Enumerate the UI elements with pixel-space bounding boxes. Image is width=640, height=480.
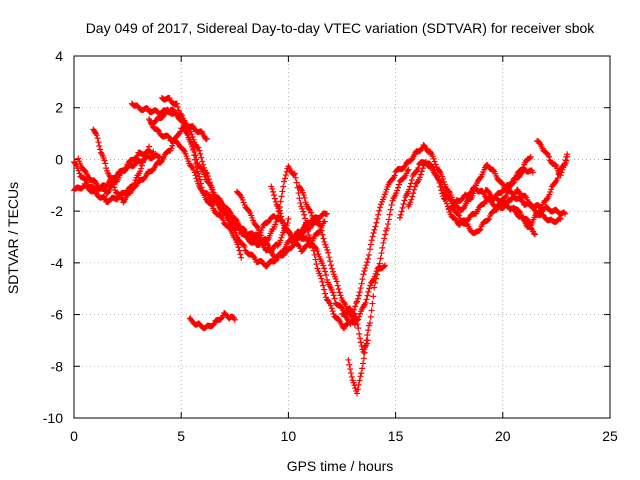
x-tick-label: 15 — [388, 428, 404, 444]
series-markers — [405, 153, 534, 237]
plot-frame — [73, 55, 611, 419]
series-track-12 — [268, 183, 371, 355]
series-track-13 — [296, 183, 358, 328]
y-tick-label: 4 — [55, 48, 63, 64]
series-track-7 — [146, 116, 245, 261]
y-tick-labels: -10 -8 -6 -4 -2 0 2 4 — [43, 48, 63, 426]
x-tick-label: 0 — [70, 428, 78, 444]
series-markers — [482, 187, 538, 238]
series-markers — [268, 183, 371, 355]
series-markers — [90, 126, 153, 206]
x-tick-label: 10 — [281, 428, 297, 444]
series-markers — [158, 94, 568, 332]
x-tick-label: 5 — [177, 428, 185, 444]
series-markers — [534, 137, 571, 179]
series-markers — [148, 106, 210, 143]
series-track-21 — [482, 187, 538, 238]
series-track-6 — [158, 94, 568, 332]
y-tick-label: -4 — [51, 255, 64, 271]
series-track-11 — [233, 188, 292, 255]
y-tick-label: 2 — [55, 100, 63, 116]
series-track-9 — [186, 310, 238, 332]
series-track-8 — [148, 106, 210, 143]
x-axis-label: GPS time / hours — [287, 458, 394, 474]
series-markers — [186, 310, 238, 332]
chart-title: Day 049 of 2017, Sidereal Day-to-day VTE… — [86, 20, 596, 36]
y-tick-label: -8 — [51, 358, 64, 374]
series-track-17 — [405, 153, 534, 237]
series-markers — [233, 188, 292, 255]
x-tick-label: 20 — [495, 428, 511, 444]
series-markers — [296, 183, 358, 328]
series-markers — [146, 116, 245, 261]
x-tick-labels: 0 5 10 15 20 25 — [70, 428, 618, 444]
series-markers — [339, 262, 388, 325]
data-points — [71, 94, 571, 397]
y-tick-label: -2 — [51, 203, 64, 219]
series-track-20 — [534, 137, 571, 179]
series-track-15 — [339, 262, 388, 325]
y-tick-label: -10 — [43, 410, 63, 426]
y-axis-label: SDTVAR / TECUs — [5, 182, 21, 294]
y-tick-label: 0 — [55, 151, 63, 167]
series-track-14 — [345, 166, 412, 397]
y-tick-label: -6 — [51, 307, 64, 323]
series-track-4 — [90, 126, 153, 206]
series-markers — [345, 166, 412, 397]
x-tick-label: 25 — [602, 428, 618, 444]
